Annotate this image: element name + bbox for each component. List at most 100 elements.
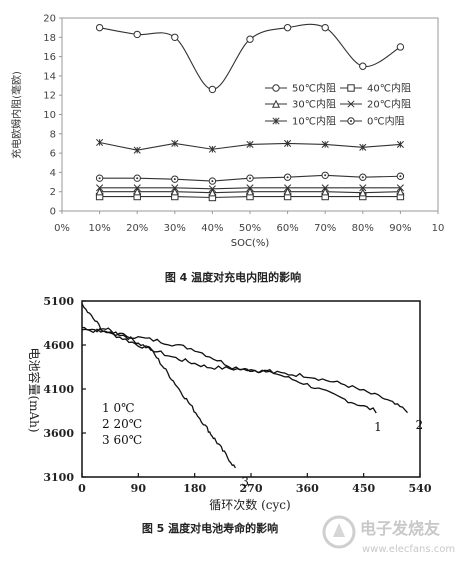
data-point — [208, 188, 217, 197]
series-5 — [96, 138, 404, 154]
x-tick-label: 10% — [88, 223, 110, 234]
data-point — [246, 140, 254, 148]
plot-frame-2 — [81, 300, 421, 478]
data-point — [396, 140, 404, 148]
data-point — [208, 185, 216, 193]
data-point — [171, 33, 179, 41]
legend-label: 50℃内阻 — [292, 82, 336, 95]
data-point — [272, 117, 280, 125]
y-tick-label: 2 — [50, 187, 56, 198]
y-tick-label: 8 — [50, 129, 56, 140]
y-tick-label: 3100 — [43, 471, 74, 484]
caption-2: 图 5 温度对电池寿命的影响 — [142, 521, 278, 535]
legend-label: 20℃内阻 — [367, 98, 411, 111]
legend-label: 30℃内阻 — [292, 98, 336, 111]
data-point — [272, 84, 280, 92]
x-tick-label: 180 — [183, 482, 206, 495]
data-point — [396, 184, 404, 192]
series-3-line — [81, 303, 236, 469]
data-point — [95, 187, 104, 196]
data-point — [321, 187, 330, 196]
x-tick-label: 90% — [389, 223, 411, 234]
x-tick-label: 70% — [314, 223, 336, 234]
y-tick-label: 0 — [50, 207, 56, 218]
data-point — [284, 139, 292, 148]
data-point — [359, 173, 367, 181]
data-point — [347, 100, 355, 108]
series-1 — [95, 23, 405, 94]
x-tick-label: 50% — [239, 223, 261, 234]
watermark-url: www.elecfans.com — [362, 544, 455, 555]
data-point — [95, 23, 104, 32]
data-point — [321, 140, 329, 148]
data-point — [284, 184, 292, 192]
y-tick-label: 4 — [50, 168, 56, 179]
legend-label: 0℃内阻 — [367, 115, 405, 128]
x-tick-label: 90 — [131, 482, 147, 495]
x-tick-label: 40% — [201, 223, 223, 234]
data-point — [359, 62, 367, 70]
x-tick-label: 0% — [54, 223, 70, 234]
series-1-line — [81, 326, 377, 414]
y-tick-label: 18 — [43, 33, 56, 44]
legend-entry: 30℃内阻 — [265, 98, 336, 111]
curve-label-3: 3 — [241, 475, 249, 489]
plot-frame-1 — [61, 17, 439, 212]
y-tick-label: 3600 — [43, 427, 74, 440]
data-point — [208, 177, 217, 185]
legend-entry: 20℃内阻 — [340, 98, 411, 111]
legend-entry: 50℃内阻 — [265, 82, 336, 95]
legend-entry: 40℃内阻 — [340, 82, 411, 95]
legend-entry: 10℃内阻 — [265, 115, 336, 128]
chart-resistance-vs-soc: 0 2 4 6 8 10 12 14 16 18 20 0% 10% 20% 30% 40% 50% 60% 70… — [10, 14, 444, 285]
x-tick-label: 60% — [276, 223, 298, 234]
data-point — [208, 145, 216, 153]
y-tick-label: 10 — [43, 110, 56, 121]
series-2 — [95, 192, 405, 202]
legend-2: 1 0℃ 2 20℃ 3 60℃ — [102, 401, 142, 447]
data-point — [396, 172, 405, 180]
data-point — [246, 174, 254, 182]
data-point — [208, 85, 217, 94]
y-tick-label: 12 — [43, 91, 56, 102]
x-tick-label: 450 — [352, 482, 375, 495]
x-tick-label: 20% — [126, 223, 148, 234]
y-tick-label: 6 — [50, 149, 56, 160]
x-tick-label: 80% — [352, 223, 374, 234]
legend-label: 10℃内阻 — [292, 115, 336, 128]
x-tick-label: 10 — [432, 223, 445, 234]
data-point — [245, 187, 255, 196]
x-tick-label: 0 — [78, 482, 86, 495]
data-point — [96, 138, 104, 147]
data-point — [246, 184, 254, 192]
watermark-title: 电子发烧友 — [360, 519, 441, 538]
y-tick-label: 5100 — [43, 295, 74, 308]
watermark: 电子发烧友 www.elecfans.com — [322, 515, 455, 555]
legend-1: 50℃内阻 40℃内阻 30℃内阻 20℃内阻 10℃内阻 0℃内阻 — [265, 82, 411, 128]
data-point — [283, 23, 292, 32]
legend-entry: 3 60℃ — [102, 433, 142, 447]
series-4 — [96, 184, 404, 193]
data-point — [171, 184, 179, 192]
data-point — [133, 187, 142, 196]
data-point — [271, 99, 281, 108]
y-axis-label-1: 充电欧姆内阻(毫欧) — [10, 71, 23, 159]
x-tick-label: 540 — [409, 482, 432, 495]
data-point — [133, 184, 141, 192]
y-axis-label-2: 电池容量(mAh) — [27, 347, 42, 432]
curve-label-1: 1 — [374, 420, 382, 434]
data-point — [321, 23, 329, 32]
legend-entry: 0℃内阻 — [340, 115, 405, 128]
y-tick-label: 20 — [43, 14, 56, 25]
data-point — [95, 174, 104, 182]
legend-entry: 1 0℃ — [102, 401, 135, 415]
data-point — [133, 146, 141, 154]
x-tick-label: 270 — [240, 482, 263, 495]
series-6 — [95, 171, 405, 185]
data-point — [396, 43, 405, 51]
legend-entry: 2 20℃ — [102, 417, 142, 431]
data-point — [359, 184, 367, 192]
legend-label: 40℃内阻 — [367, 82, 411, 95]
